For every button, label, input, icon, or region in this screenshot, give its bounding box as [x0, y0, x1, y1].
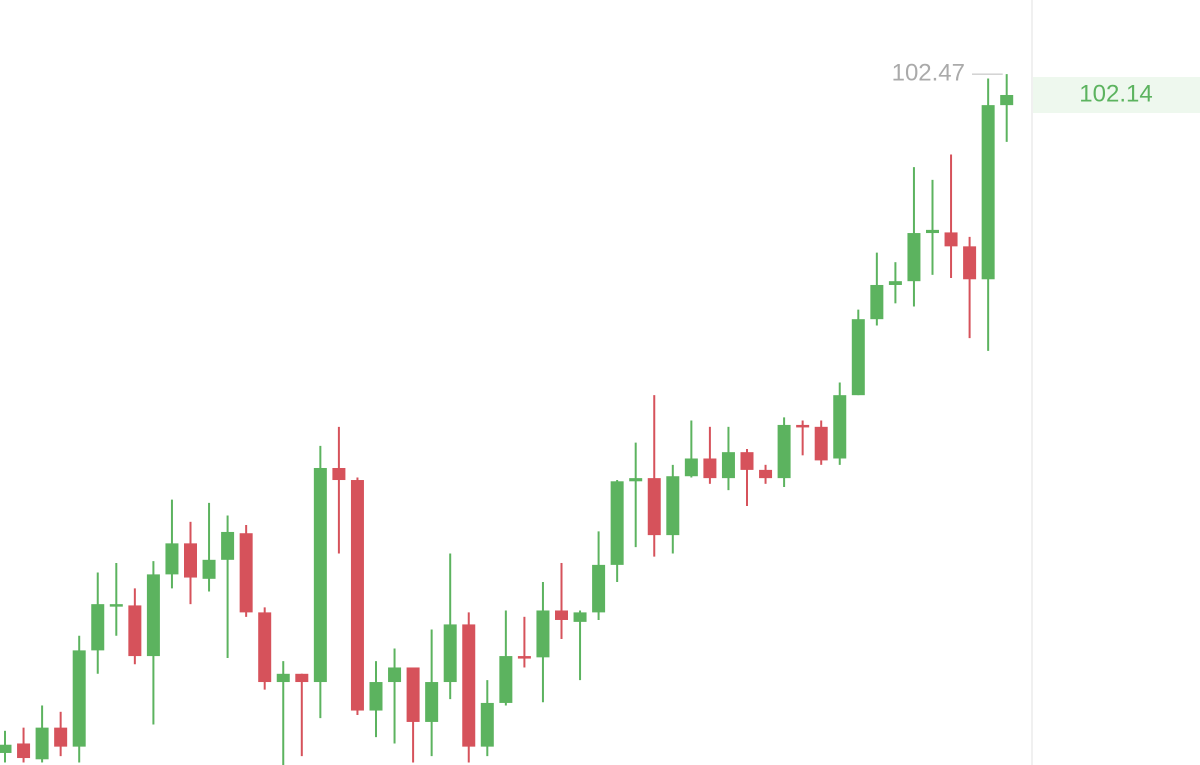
candle-body — [258, 612, 272, 683]
candle-body — [499, 656, 513, 703]
overlay: 102.47 102.14 — [892, 59, 1200, 113]
candle-body — [276, 673, 290, 683]
candle-body — [573, 612, 587, 622]
candle-body — [313, 467, 327, 683]
candle-body — [35, 727, 49, 760]
candle-body — [907, 233, 921, 282]
candle-body — [647, 478, 661, 536]
candle-body — [555, 610, 568, 620]
candle-body — [128, 605, 142, 657]
candle-body — [332, 467, 346, 481]
candle-body — [202, 559, 216, 579]
current-price-box — [1033, 76, 1200, 113]
candle-body — [926, 229, 939, 234]
candle-body — [814, 426, 828, 461]
candle-body — [666, 476, 680, 536]
candle-body — [1000, 94, 1014, 106]
candle-body — [350, 480, 364, 711]
candle-body — [109, 604, 123, 607]
candle-body — [759, 469, 773, 479]
candle-body — [610, 481, 624, 565]
candle-body — [703, 458, 717, 479]
candle-body — [981, 105, 995, 280]
candle-body — [684, 458, 698, 477]
current-price-label: 102.14 — [1079, 80, 1152, 107]
candle-body — [146, 574, 160, 657]
candle-body — [517, 656, 531, 659]
candle-body — [963, 246, 977, 280]
candle-body — [425, 682, 439, 722]
candle-body — [221, 531, 235, 560]
candle-body — [54, 727, 68, 747]
candle-body — [480, 702, 494, 747]
candle-body — [740, 452, 754, 470]
candle-body — [536, 610, 550, 658]
candle-body — [91, 604, 105, 651]
candle-body — [369, 682, 383, 711]
candle-body — [833, 395, 847, 459]
candle-body — [777, 424, 791, 479]
high-marker-label: 102.47 — [892, 59, 965, 86]
candle-body — [888, 281, 902, 285]
candles — [0, 74, 1014, 765]
candle-body — [462, 624, 476, 747]
candle-body — [870, 284, 884, 320]
candle-body — [406, 667, 420, 722]
candle-body — [721, 452, 735, 479]
candle-body — [0, 744, 12, 753]
candle-body — [184, 543, 197, 578]
candle-body — [295, 673, 309, 683]
candle-body — [388, 667, 402, 683]
candle-body — [239, 533, 253, 613]
candle-body — [944, 232, 958, 247]
candle-body — [443, 624, 457, 683]
candle-body — [796, 424, 810, 428]
candle-body — [17, 743, 31, 759]
candle-body — [851, 319, 865, 396]
candle-body — [592, 564, 606, 613]
candle-body — [72, 650, 86, 747]
candle-body — [629, 478, 643, 482]
candle-body — [165, 543, 179, 575]
